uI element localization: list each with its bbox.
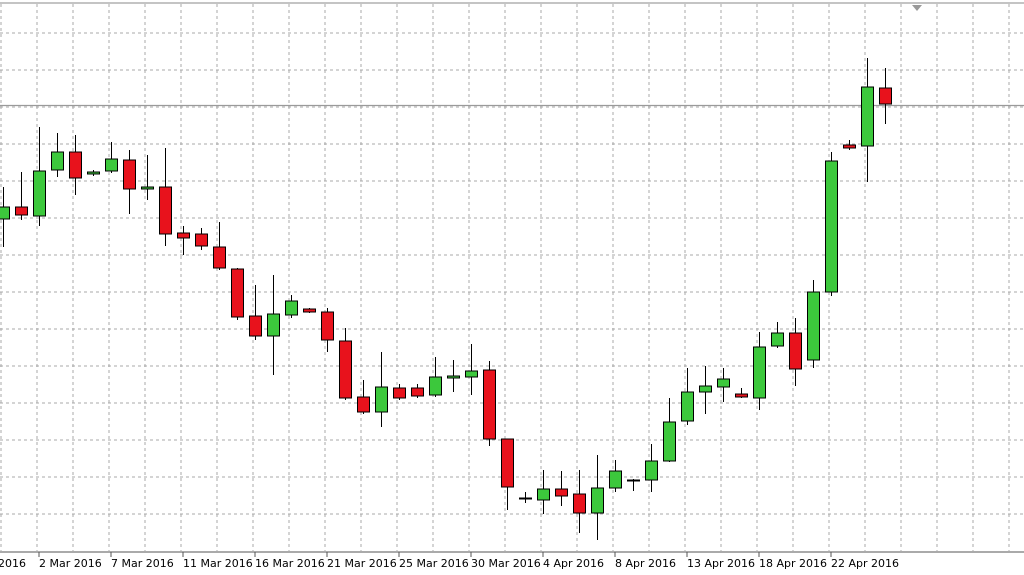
candle-body xyxy=(15,206,28,216)
x-tick-label: 18 Apr 2016 xyxy=(759,557,827,570)
x-tick-label: 21 Mar 2016 xyxy=(327,557,397,570)
x-tick-label: 8 Apr 2016 xyxy=(615,557,676,570)
candle-body xyxy=(231,268,244,318)
candle-body xyxy=(141,186,154,190)
candle-body xyxy=(321,311,334,341)
shift-marker xyxy=(912,5,922,11)
candle-body xyxy=(645,460,658,481)
candle-body xyxy=(681,391,694,422)
x-tick-label: 22 Apr 2016 xyxy=(831,557,899,570)
candle-body xyxy=(465,370,478,378)
x-tick-label: 7 Mar 2016 xyxy=(111,557,174,570)
x-tick-label: 30 Mar 2016 xyxy=(471,557,541,570)
x-tick-label: 13 Apr 2016 xyxy=(687,557,755,570)
candle-body xyxy=(159,186,172,235)
candle-body xyxy=(861,86,874,147)
candle-body xyxy=(807,291,820,361)
candle-body xyxy=(33,170,46,217)
candle-body xyxy=(789,332,802,370)
candle-body xyxy=(537,488,550,501)
candle-body xyxy=(357,396,370,413)
candle-body xyxy=(87,171,100,175)
candle-body xyxy=(825,160,838,293)
candle-body xyxy=(267,313,280,337)
candle-body xyxy=(501,438,514,488)
candle-body xyxy=(699,385,712,393)
x-tick-label: 4 Apr 2016 xyxy=(543,557,604,570)
x-edge-label: 2016 xyxy=(0,557,26,570)
candle-body xyxy=(663,421,676,462)
candle-body xyxy=(555,488,568,497)
candle-body xyxy=(519,497,532,500)
candle-body xyxy=(573,493,586,514)
x-tick-label: 25 Mar 2016 xyxy=(399,557,469,570)
candle-body xyxy=(375,386,388,413)
candle-body xyxy=(51,151,64,171)
candle-body xyxy=(123,159,136,190)
candle-body xyxy=(69,151,82,179)
candle-body xyxy=(771,332,784,347)
candle-body xyxy=(483,369,496,440)
candle-body xyxy=(105,158,118,172)
candle-body xyxy=(609,470,622,489)
candle-body xyxy=(753,346,766,399)
candle-body xyxy=(627,479,640,482)
x-tick-label: 16 Mar 2016 xyxy=(255,557,325,570)
candle-body xyxy=(591,487,604,514)
candle-body xyxy=(249,315,262,337)
x-tick-label: 11 Mar 2016 xyxy=(183,557,253,570)
candle-body xyxy=(717,378,730,388)
candle-body xyxy=(195,233,208,247)
candle-body xyxy=(411,387,424,397)
candle-body xyxy=(393,387,406,399)
candle-body xyxy=(0,206,10,220)
candle-body xyxy=(339,340,352,399)
candle-body xyxy=(303,308,316,313)
candle-body xyxy=(447,375,460,379)
candle-body xyxy=(285,300,298,316)
candle-body xyxy=(213,246,226,269)
candle-body xyxy=(879,87,892,105)
candle-body xyxy=(735,393,748,398)
x-tick-label: 2 Mar 2016 xyxy=(39,557,102,570)
candle-body xyxy=(843,144,856,149)
candle-body xyxy=(177,232,190,239)
candle-body xyxy=(429,376,442,396)
